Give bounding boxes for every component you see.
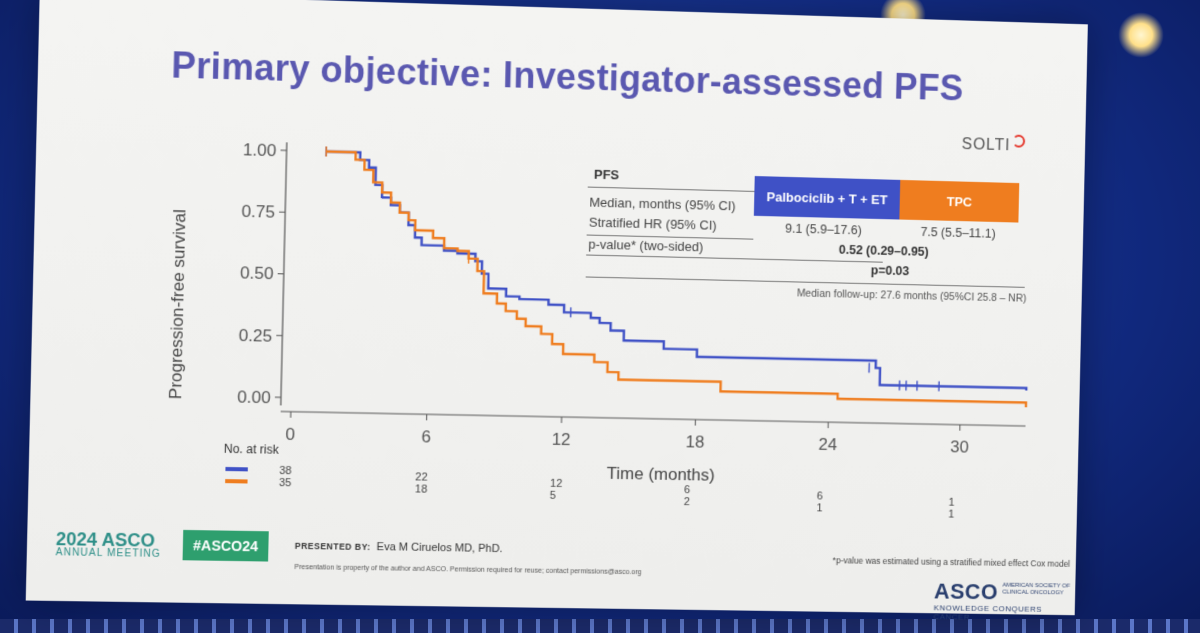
at-risk-table: 38 22 12 6 6 1 35 18 5 2 1 1 xyxy=(40,0,1088,24)
x-tick-label: 24 xyxy=(818,435,837,454)
median-arm-a: 9.1 (5.9–17.6) xyxy=(785,222,862,238)
arm-b-header: TPC xyxy=(899,180,1019,223)
asco-tagline: KNOWLEDGE CONQUERS CANCER xyxy=(933,603,1074,623)
arm-a-header: Palbociclib + T + ET xyxy=(754,176,900,219)
at-risk-value: 6 xyxy=(817,490,823,502)
slide-title: Primary objective: Investigator-assessed… xyxy=(171,44,964,109)
solti-ring-icon xyxy=(1012,135,1025,148)
property-notice: Presentation is property of the author a… xyxy=(294,564,641,576)
at-risk-swatch-arm-a xyxy=(225,467,247,471)
x-axis-line xyxy=(281,411,1026,426)
at-risk-value: 5 xyxy=(550,490,556,502)
x-tick-label: 6 xyxy=(421,427,431,446)
at-risk-value: 22 xyxy=(415,471,428,483)
meeting-subtitle: ANNUAL MEETING xyxy=(56,548,161,560)
presenter-name: Eva M Ciruelos MD, PhD. xyxy=(376,541,502,555)
at-risk-value: 2 xyxy=(684,496,690,508)
y-axis-label: Progression-free survival xyxy=(166,209,190,399)
p-value: p=0.03 xyxy=(871,263,910,278)
row-label-hr: Stratified HR (95% CI) xyxy=(589,215,717,233)
slide: Primary objective: Investigator-assessed… xyxy=(26,0,1088,615)
presented-by-label: PRESENTED BY: xyxy=(295,541,371,552)
at-risk-value: 38 xyxy=(279,465,292,477)
asco-society-name: AMERICAN SOCIETY OF CLINICAL ONCOLOGY xyxy=(1002,583,1070,598)
x-tick-label: 12 xyxy=(551,430,570,449)
results-table-header: PFS xyxy=(594,167,620,183)
at-risk-swatch-arm-b xyxy=(225,479,247,483)
at-risk-title: No. at risk xyxy=(224,442,279,457)
at-risk-value: 1 xyxy=(948,497,954,509)
median-arm-b: 7.5 (5.5–11.1) xyxy=(920,225,995,241)
y-tick-label: 1.00 xyxy=(243,140,277,160)
x-axis-label: Time (months) xyxy=(606,464,715,485)
ceiling-light xyxy=(1118,12,1164,58)
footnote: *p-value was estimated using a stratifie… xyxy=(833,555,1071,569)
asco-meeting-logo: 2024 ASCO ANNUAL MEETING xyxy=(56,530,162,560)
y-tick-label: 0.00 xyxy=(237,388,271,408)
at-risk-value: 1 xyxy=(948,509,954,521)
x-tick-label: 0 xyxy=(285,425,295,444)
at-risk-value: 12 xyxy=(550,478,563,490)
y-tick-label: 0.25 xyxy=(238,326,272,346)
presented-by: PRESENTED BY: Eva M Ciruelos MD, PhD. xyxy=(295,540,503,555)
at-risk-value: 1 xyxy=(816,502,822,514)
x-tick-label: 18 xyxy=(685,432,704,451)
at-risk-value: 6 xyxy=(684,484,690,496)
row-label-pvalue: p-value* (two-sided) xyxy=(588,237,703,255)
at-risk-value: 18 xyxy=(415,483,428,495)
hazard-ratio: 0.52 (0.29–0.95) xyxy=(839,243,929,259)
asco-society-logo: ASCO AMERICAN SOCIETY OF CLINICAL ONCOLO… xyxy=(933,579,1075,623)
y-tick-label: 0.50 xyxy=(240,264,274,284)
at-risk-value: 35 xyxy=(279,477,292,489)
y-tick-label: 0.75 xyxy=(241,202,275,222)
x-tick-label: 30 xyxy=(950,438,969,457)
hashtag-badge: #ASCO24 xyxy=(183,530,269,562)
